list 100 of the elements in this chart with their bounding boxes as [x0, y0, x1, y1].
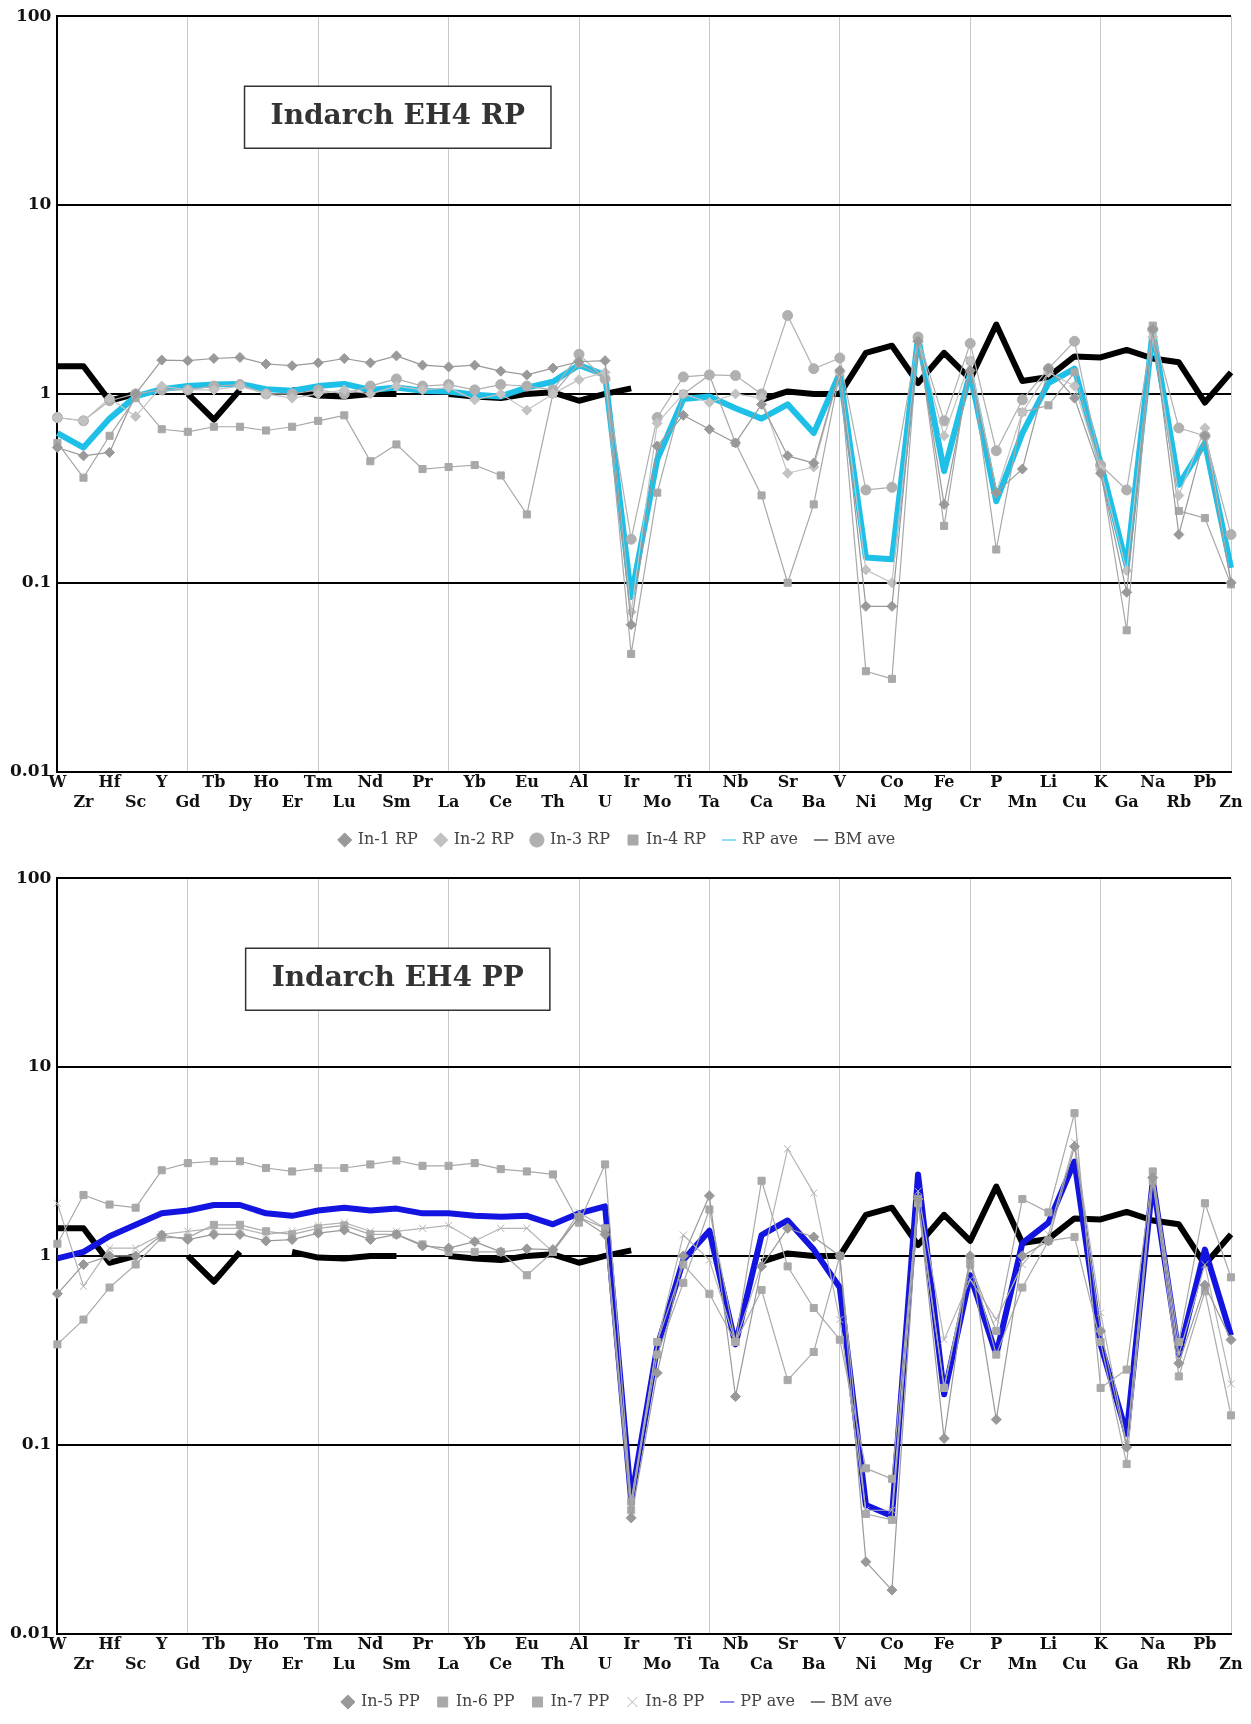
x-tick-label: Cr [959, 791, 982, 811]
x-tick-label: Ni [855, 791, 877, 811]
x-tick-label: Cr [959, 1653, 982, 1673]
legend-label: In-7 PP [550, 1691, 610, 1711]
x-tick-label: Ce [489, 791, 513, 811]
legend-label: In-1 RP [357, 829, 419, 849]
x-tick-label: Nd [357, 1634, 384, 1654]
x-tick-label: K [1093, 1634, 1109, 1654]
x-tick-label: Li [1039, 1634, 1058, 1654]
x-tick-label: K [1093, 772, 1109, 792]
y-tick-label: 100 [15, 4, 52, 25]
x-tick-label: Zn [1219, 1653, 1244, 1673]
x-tick-label: Th [541, 1653, 566, 1673]
x-tick-label: Ba [801, 1653, 826, 1673]
x-tick-label: Sm [382, 1653, 411, 1673]
x-tick-label: Fe [933, 1634, 955, 1654]
x-tick-label: Pb [1193, 772, 1217, 792]
x-tick-label: Ca [750, 1653, 774, 1673]
y-tick-label: 10 [27, 193, 52, 214]
x-tick-label: P [990, 772, 1003, 792]
x-tick-label: Tb [202, 772, 226, 792]
y-tick-label: 1 [39, 382, 52, 403]
x-tick-label: Na [1140, 1634, 1166, 1654]
x-tick-label: Mo [643, 1653, 672, 1673]
x-tick-label: V [832, 1634, 847, 1654]
x-tick-label: Mo [643, 791, 672, 811]
x-tick-label: Ni [855, 1653, 877, 1673]
x-tick-label: Ba [801, 791, 826, 811]
x-tick-label: Ti [674, 1634, 693, 1654]
x-tick-label: Al [568, 1634, 589, 1654]
x-tick-label: Rb [1166, 791, 1192, 811]
x-tick-label: Lu [332, 791, 357, 811]
x-tick-label: Zr [73, 791, 95, 811]
x-tick-label: Ta [699, 1653, 720, 1673]
y-tick-label: 1 [39, 1244, 52, 1265]
x-tick-label: Tm [303, 772, 333, 792]
x-tick-label: Lu [332, 1653, 357, 1673]
x-tick-label: Gd [175, 791, 201, 811]
x-tick-label: Sr [777, 772, 799, 792]
y-tick-label: 0.1 [21, 571, 52, 592]
legend-label: In-4 RP [646, 829, 707, 849]
x-tick-label: Ta [699, 791, 720, 811]
x-tick-label: Zr [73, 1653, 95, 1673]
legend-label: PP ave [740, 1691, 795, 1711]
x-tick-label: Ir [623, 1634, 640, 1654]
x-tick-label: Ho [253, 772, 280, 792]
legend-label: In-6 PP [455, 1691, 515, 1711]
x-tick-label: Gd [175, 1653, 201, 1673]
x-tick-label: Dy [228, 791, 253, 811]
x-tick-label: Hf [98, 1634, 122, 1654]
x-tick-label: P [990, 1634, 1003, 1654]
x-tick-label: Ti [674, 772, 693, 792]
x-tick-label: Ga [1114, 1653, 1139, 1673]
x-tick-label: Sc [125, 791, 147, 811]
x-tick-label: Pb [1193, 1634, 1217, 1654]
x-tick-label: La [437, 791, 460, 811]
x-tick-label: Mn [1007, 791, 1038, 811]
x-tick-label: Na [1140, 772, 1166, 792]
x-tick-label: Eu [514, 1634, 540, 1654]
x-tick-label: Ce [489, 1653, 513, 1673]
x-tick-label: Al [568, 772, 589, 792]
x-tick-label: Yb [462, 772, 486, 792]
x-tick-label: Nd [357, 772, 384, 792]
x-tick-label: Tb [202, 1634, 226, 1654]
x-tick-label: Cu [1062, 791, 1088, 811]
x-tick-label: Hf [98, 772, 122, 792]
x-tick-label: Th [541, 791, 566, 811]
x-tick-label: Pr [412, 772, 434, 792]
x-tick-label: Li [1039, 772, 1058, 792]
x-tick-label: Tm [303, 1634, 333, 1654]
legend-label: BM ave [834, 829, 896, 849]
x-tick-label: Dy [228, 1653, 253, 1673]
x-tick-label: Nb [722, 772, 749, 792]
x-tick-label: V [832, 772, 847, 792]
x-tick-label: Ho [253, 1634, 280, 1654]
y-tick-label: 100 [15, 866, 52, 887]
x-tick-label: Co [880, 772, 904, 792]
x-tick-label: Y [155, 772, 169, 792]
text: Indarch EH4 RP [270, 98, 525, 132]
x-tick-label: Nb [722, 1634, 749, 1654]
x-tick-label: Fe [933, 772, 955, 792]
x-tick-label: Sc [125, 1653, 147, 1673]
x-tick-label: Eu [514, 772, 540, 792]
x-tick-label: Mg [903, 791, 933, 811]
x-tick-label: Pr [412, 1634, 434, 1654]
x-tick-label: Mg [903, 1653, 933, 1673]
legend-label: RP ave [742, 829, 799, 849]
x-tick-label: Co [880, 1634, 904, 1654]
x-tick-label: Yb [462, 1634, 486, 1654]
x-tick-label: U [598, 791, 613, 811]
text: Indarch EH4 PP [271, 960, 524, 994]
x-tick-label: Ga [1114, 791, 1139, 811]
legend-label: In-8 PP [645, 1691, 705, 1711]
x-tick-label: Er [281, 791, 304, 811]
legend-label: BM ave [830, 1691, 893, 1711]
x-tick-label: Er [281, 1653, 304, 1673]
legend-label: In-2 RP [453, 829, 515, 849]
x-tick-label: U [598, 1653, 613, 1673]
y-tick-label: 0.1 [21, 1433, 52, 1454]
x-tick-label: Cu [1062, 1653, 1088, 1673]
